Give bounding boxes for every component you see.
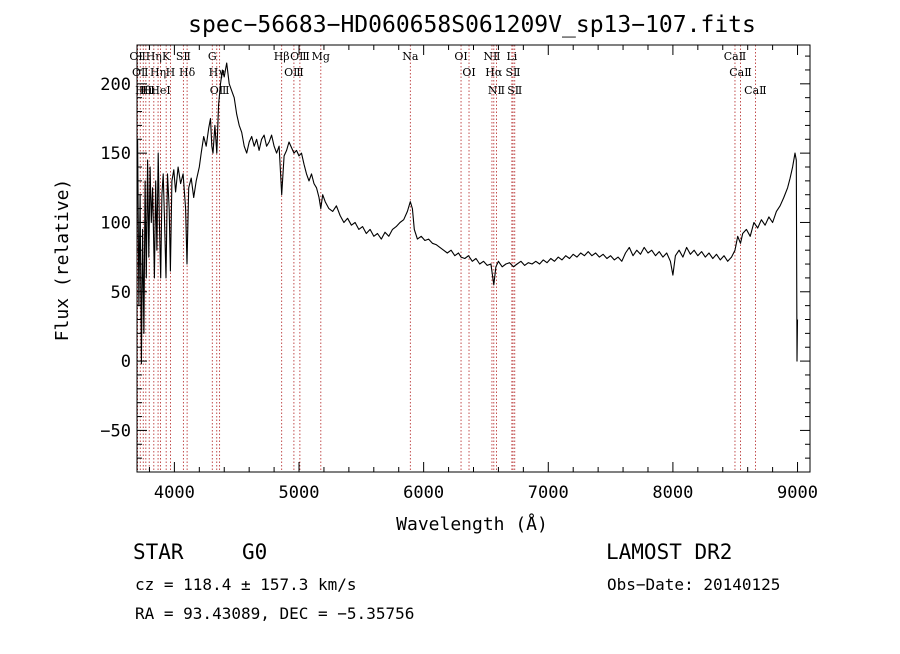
reference-lines-group <box>137 45 756 472</box>
y-tick-label-5: 200 <box>100 75 131 95</box>
x-tick-label-5: 9000 <box>777 483 818 503</box>
reference-label-25-0: Li <box>506 50 517 63</box>
x-axis-ticks <box>148 45 799 472</box>
y-axis-tick-labels: −50 0 50 100 150 200 <box>100 75 131 442</box>
chart-title: spec−56683−HD060658S061209V_sp13−107.fit… <box>188 12 756 38</box>
y-tick-label-1: 0 <box>121 352 131 372</box>
x-tick-label-3: 7000 <box>528 483 569 503</box>
reference-label-23-0: Hα <box>485 66 503 79</box>
reference-label-16-0: OⅢ <box>284 66 304 79</box>
reference-label-8-0: K <box>162 50 171 63</box>
reference-label-9-0: H <box>166 66 176 79</box>
y-tick-label-2: 50 <box>111 283 131 303</box>
reference-label-28-0: CaⅡ <box>724 50 746 63</box>
reference-label-17-0: OⅢ <box>290 50 310 63</box>
reference-label-7-0: HeⅠ <box>150 84 170 97</box>
y-tick-label-4: 150 <box>100 144 131 164</box>
reference-label-29-0: CaⅡ <box>729 66 751 79</box>
reference-label-11-0: Hδ <box>179 66 196 79</box>
object-subclass: G0 <box>242 540 267 564</box>
reference-label-2-0: Hθ <box>135 84 152 97</box>
x-axis-tick-labels: 4000 5000 6000 7000 8000 9000 <box>154 483 818 503</box>
reference-label-12-0: G <box>208 50 217 63</box>
reference-label-19-0: Na <box>402 50 419 63</box>
reference-label-21-0: OⅠ <box>462 66 475 79</box>
coordinates-readout: RA = 93.43089, DEC = −5.35756 <box>135 604 414 623</box>
reference-label-15-0: Hβ <box>274 50 290 63</box>
y-axis-ticks <box>137 55 810 459</box>
x-tick-label-4: 8000 <box>652 483 693 503</box>
y-tick-label-0: −50 <box>100 421 131 441</box>
x-tick-label-0: 4000 <box>154 483 195 503</box>
x-axis-label: Wavelength (Å) <box>396 513 548 535</box>
x-tick-label-1: 5000 <box>279 483 320 503</box>
reference-label-18-0: Mg <box>312 50 330 63</box>
reference-label-26-0: SⅡ <box>505 66 520 79</box>
y-tick-label-3: 100 <box>100 213 131 233</box>
reference-label-6-0: Hη <box>150 66 166 79</box>
y-axis-label: Flux (relative) <box>52 179 73 342</box>
object-class: STAR <box>133 540 184 564</box>
survey-name: LAMOST DR2 <box>606 540 732 564</box>
x-tick-label-2: 6000 <box>403 483 444 503</box>
reference-label-1-0: OⅡ <box>132 66 149 79</box>
observation-date: Obs−Date: 20140125 <box>607 575 780 594</box>
plot-frame <box>136 44 811 473</box>
reference-label-24-0: NⅡ <box>488 84 505 97</box>
reference-label-10-0: SⅡ <box>176 50 191 63</box>
reference-label-27-0: SⅡ <box>507 84 522 97</box>
redshift-readout: cz = 118.4 ± 157.3 km/s <box>135 575 357 594</box>
reference-label-4-0: Hι <box>142 84 156 97</box>
reference-label-22-0: NⅡ <box>483 50 500 63</box>
spectrum-line <box>137 62 799 365</box>
reference-label-3-0: Hι <box>139 84 153 97</box>
reference-label-30-0: CaⅡ <box>744 84 766 97</box>
reference-label-20-0: OⅠ <box>454 50 467 63</box>
reference-label-5-0: Hη <box>146 50 162 63</box>
